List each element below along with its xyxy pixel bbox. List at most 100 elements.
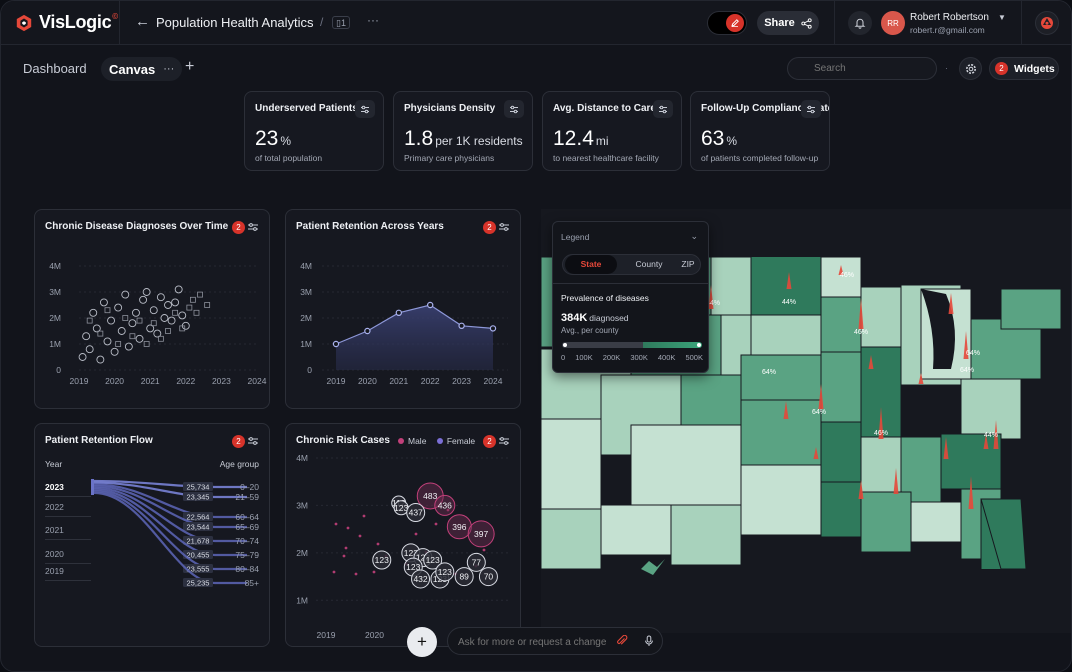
back-arrow-icon[interactable]: ← <box>135 13 150 30</box>
scatter-point <box>89 308 98 317</box>
prevalence-spike <box>878 407 884 439</box>
scatter-point <box>149 306 158 315</box>
segment-state[interactable]: State <box>565 255 617 274</box>
card-title: Patient Retention Flow <box>45 435 153 446</box>
x-tick-label: 2022 <box>176 376 195 386</box>
search-input[interactable] <box>787 57 937 80</box>
map-region <box>820 421 862 483</box>
kpi-card-underserved[interactable]: Underserved Patients 23% of total popula… <box>244 91 384 171</box>
scatter-point <box>186 304 193 311</box>
scatter-point <box>117 327 126 335</box>
settings-gear-icon[interactable] <box>959 57 982 80</box>
x-tick-label: 2024 <box>484 376 503 386</box>
scale-tick: 300K <box>630 353 648 362</box>
edit-mode-toggle[interactable] <box>707 11 747 35</box>
scatter-point <box>78 353 87 361</box>
attachment-clip-icon[interactable] <box>616 635 628 647</box>
card-chronic-diagnoses[interactable]: Chronic Disease Diagnoses Over Time 2 0 1… <box>34 209 270 409</box>
chevron-down-icon[interactable]: ⌄ <box>690 231 698 241</box>
data-point <box>426 301 434 309</box>
user-name[interactable]: Robert Robertson <box>910 12 989 23</box>
map-region <box>820 296 862 353</box>
scatter-point <box>167 316 176 325</box>
notifications-bell-icon[interactable] <box>848 11 872 35</box>
add-tab-button[interactable]: + <box>185 58 195 75</box>
kpi-value: 1.8 per 1K residents <box>404 127 523 150</box>
card-filter-control[interactable]: 2 <box>483 434 510 448</box>
chat-input[interactable] <box>458 634 618 650</box>
map-region <box>960 378 1022 440</box>
flow-age-label: 21–59 <box>235 492 259 502</box>
pages-count-chip[interactable]: ▯1 <box>332 16 350 29</box>
minor-dot <box>332 570 336 574</box>
scale-tick: 0 <box>561 353 566 362</box>
y-tick-label: 4M <box>300 261 312 271</box>
page-title: Population Health Analytics <box>156 15 314 30</box>
card-title: Patient Retention Across Years <box>296 221 444 232</box>
card-patient-retention[interactable]: Patient Retention Across Years 2 0 1M 2M 3M… <box>285 209 521 409</box>
scale-handle-max[interactable] <box>697 343 701 347</box>
map-region <box>680 374 742 426</box>
map-legend-panel[interactable]: Legend ⌄ State County ZIP Prevalence of … <box>552 221 709 373</box>
user-avatar[interactable]: RR <box>881 11 905 35</box>
card-retention-flow[interactable]: Patient Retention Flow 2 Year Age group … <box>34 423 270 647</box>
flow-year-label: 2020 <box>45 549 64 559</box>
region-percent-label: 46% <box>840 272 854 279</box>
y-tick-label: 3M <box>296 500 308 510</box>
flow-year-label: 2023 <box>45 482 64 492</box>
widgets-button[interactable]: 2 Widgets <box>989 57 1059 80</box>
scatter-point <box>121 290 130 299</box>
y-tick-label: 3M <box>300 287 312 297</box>
microphone-icon[interactable] <box>644 635 654 647</box>
filter-sliders-icon[interactable] <box>355 100 375 118</box>
scatter-point <box>204 302 211 308</box>
card-filter-control[interactable]: 2 <box>483 220 510 234</box>
bubble <box>406 503 426 523</box>
kpi-card-distance[interactable]: Avg. Distance to Care 12.4 mi to nearest … <box>542 91 682 171</box>
flow-age-label: 60–64 <box>235 512 259 522</box>
chat-bar[interactable] <box>447 627 663 655</box>
scatter-point <box>122 315 129 321</box>
card-filter-control[interactable]: 2 <box>232 220 259 234</box>
scale-handle-min[interactable] <box>563 343 567 347</box>
filter-sliders-icon[interactable] <box>801 100 821 118</box>
kpi-subtitle: of patients completed follow-up <box>701 153 819 163</box>
bubble <box>466 552 486 572</box>
y-tick-label: 0 <box>307 365 312 375</box>
workspace-logo-icon[interactable] <box>1035 11 1059 35</box>
flow-age-label: 80–84 <box>235 564 259 574</box>
tab-dashboard[interactable]: Dashboard <box>23 61 87 76</box>
kpi-value: 12.4 mi <box>553 127 609 150</box>
filter-sliders-icon[interactable] <box>653 100 673 118</box>
bubble <box>435 562 455 582</box>
level-segmented-control[interactable]: State County ZIP <box>562 254 701 275</box>
more-options-icon[interactable]: ··· <box>367 13 379 27</box>
kpi-card-followup[interactable]: Follow-Up Compliance Rate 63% of patient… <box>690 91 830 171</box>
share-button[interactable]: Share <box>757 11 819 35</box>
scatter-point <box>179 325 186 332</box>
segment-zip[interactable]: ZIP <box>681 259 695 269</box>
scale-tick: 500K <box>685 353 703 362</box>
kpi-subtitle: Primary care physicians <box>404 153 495 163</box>
filter-sliders-icon[interactable] <box>504 100 524 118</box>
data-point <box>489 325 497 332</box>
card-filter-control[interactable]: 2 <box>232 434 259 448</box>
kpi-card-physicians[interactable]: Physicians Density 1.8 per 1K residents P… <box>393 91 533 171</box>
great-lakes-water <box>921 289 955 369</box>
segment-county[interactable]: County <box>635 259 663 269</box>
map-region <box>600 504 672 556</box>
brand-logo[interactable]: VisLogic© <box>15 12 118 33</box>
add-widget-button[interactable]: + <box>407 627 437 657</box>
flow-year-divider <box>45 516 91 517</box>
bubble-label: 437 <box>409 508 423 518</box>
map-region <box>750 314 822 356</box>
map-region <box>860 491 912 553</box>
tab-more-icon[interactable]: ··· <box>163 63 175 75</box>
user-menu-caret-icon[interactable]: ▼ <box>998 13 1006 22</box>
tab-canvas[interactable]: Canvas ··· <box>101 57 183 81</box>
toolbar-dot: · <box>945 63 948 73</box>
card-chronic-risk[interactable]: Chronic Risk Cases Male Female 2 1M 2M 3M 4… <box>285 423 521 647</box>
bubble-label: 123 <box>416 553 430 563</box>
x-tick-label: 2023 <box>452 376 471 386</box>
